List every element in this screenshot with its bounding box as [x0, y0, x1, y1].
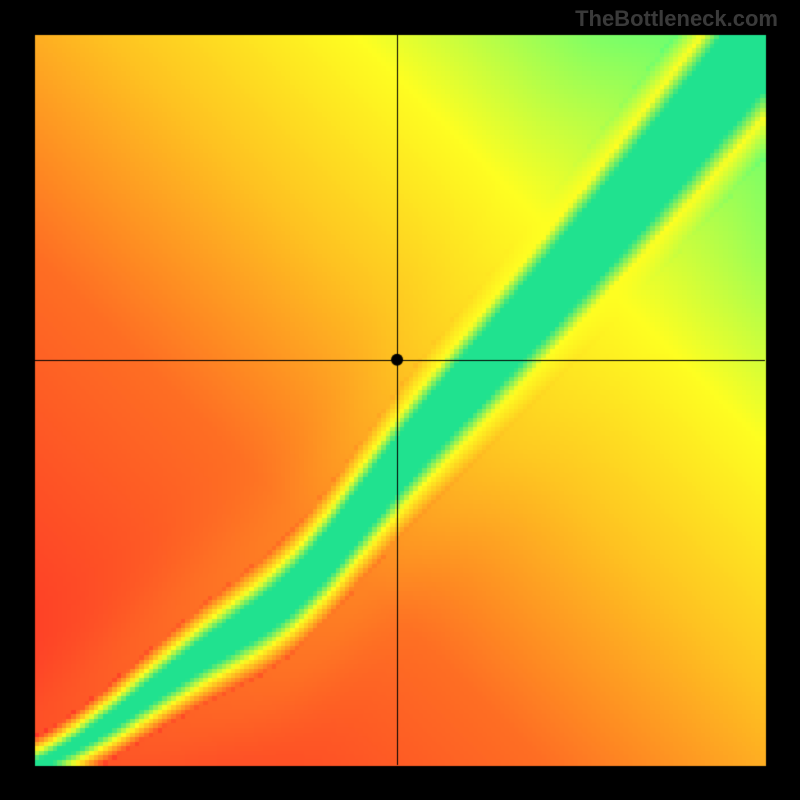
watermark-text: TheBottleneck.com	[575, 6, 778, 32]
bottleneck-heatmap	[0, 0, 800, 800]
chart-container: TheBottleneck.com	[0, 0, 800, 800]
